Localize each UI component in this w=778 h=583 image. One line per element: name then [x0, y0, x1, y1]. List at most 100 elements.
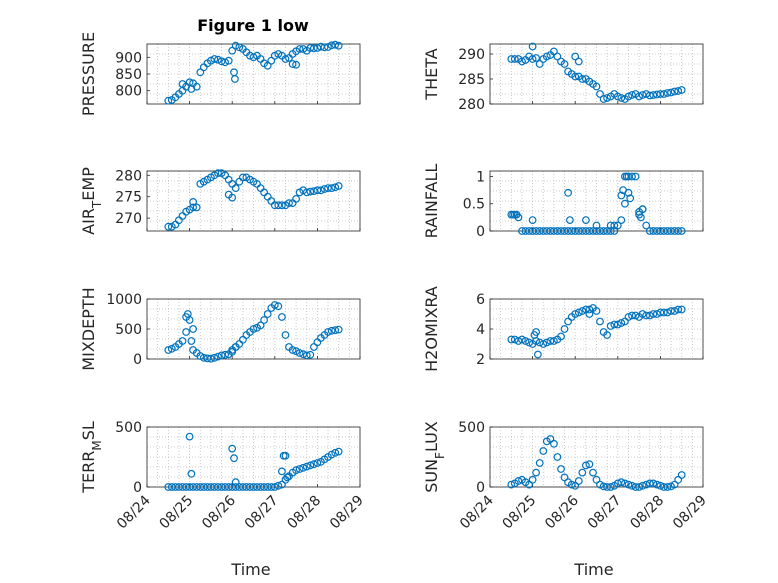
- data-point: [281, 451, 290, 460]
- data-point: [164, 346, 173, 354]
- data-point: [510, 55, 519, 63]
- data-point: [292, 60, 301, 69]
- x-tick-label: 08/24: [457, 492, 497, 532]
- data-point: [592, 221, 601, 230]
- data-point: [231, 478, 240, 487]
- data-point: [274, 481, 283, 490]
- data-point: [174, 483, 183, 491]
- data-point: [553, 52, 562, 61]
- data-point: [677, 305, 686, 314]
- data-point: [621, 199, 629, 208]
- data-point: [596, 317, 604, 326]
- x-tick-label: 08/28: [284, 493, 324, 533]
- data-point: [231, 343, 240, 351]
- x-tick-label: 08/27: [585, 493, 625, 533]
- data-point: [221, 350, 230, 359]
- x-axis-label-left: Time: [230, 560, 270, 579]
- x-tick-label: 08/25: [500, 493, 540, 533]
- subplot-3: 270 275 280 AIRTEMP: [79, 167, 361, 235]
- data-point: [230, 454, 238, 463]
- data-point: [578, 307, 587, 315]
- y-tick-label: 0: [133, 480, 142, 496]
- x-tick-label: 08/26: [199, 492, 239, 532]
- data-point: [550, 439, 558, 448]
- data-point: [210, 483, 219, 491]
- data-point: [656, 90, 665, 98]
- data-point: [653, 310, 661, 318]
- data-point: [263, 61, 272, 70]
- data-point: [256, 321, 265, 330]
- data-point: [310, 460, 318, 469]
- subplot-6: 2 4 6 H2OMIXRA: [422, 286, 704, 372]
- data-point: [674, 87, 683, 95]
- data-point: [645, 311, 654, 320]
- data-point: [288, 60, 297, 68]
- data-point: [677, 471, 686, 479]
- data-point: [320, 185, 329, 193]
- data-series: [507, 435, 686, 491]
- data-point: [613, 320, 622, 329]
- data-point: [546, 337, 555, 345]
- data-point: [270, 301, 279, 309]
- data-point: [228, 444, 237, 453]
- y-tick-label: 500: [115, 420, 142, 436]
- data-point: [635, 483, 643, 491]
- data-point: [660, 308, 668, 317]
- data-point: [638, 205, 647, 214]
- data-point: [606, 322, 615, 330]
- data-point: [635, 92, 643, 101]
- data-point: [582, 216, 590, 225]
- y-tick-label: 290: [458, 47, 485, 63]
- y-axis-label: SUNFLUX: [422, 421, 447, 493]
- data-point: [571, 72, 580, 81]
- data-point: [642, 311, 651, 320]
- data-point: [235, 43, 244, 52]
- data-point: [281, 55, 290, 63]
- data-point: [334, 41, 343, 50]
- data-point: [528, 42, 537, 51]
- data-point: [596, 90, 604, 98]
- data-point: [677, 227, 686, 235]
- data-point: [606, 227, 615, 235]
- data-point: [621, 479, 629, 488]
- axes-box: [146, 170, 361, 232]
- data-point: [667, 307, 675, 315]
- y-tick-label: 0: [476, 480, 485, 496]
- data-point: [535, 459, 544, 467]
- data-point: [663, 308, 672, 317]
- data-point: [624, 92, 633, 101]
- data-point: [532, 328, 540, 336]
- data-point: [178, 337, 187, 345]
- data-point: [539, 340, 548, 348]
- data-point: [178, 80, 187, 88]
- data-point: [670, 87, 679, 96]
- data-point: [521, 337, 530, 345]
- data-point: [578, 75, 587, 83]
- data-point: [592, 307, 601, 315]
- data-point: [649, 310, 658, 318]
- data-point: [617, 478, 626, 487]
- data-point: [217, 351, 226, 360]
- data-point: [210, 55, 219, 63]
- y-tick-label: 2: [476, 352, 485, 368]
- data-point: [610, 221, 619, 230]
- data-point: [334, 447, 343, 456]
- data-point: [313, 186, 322, 195]
- data-point: [164, 222, 173, 231]
- data-point: [585, 460, 594, 469]
- data-point: [306, 187, 315, 196]
- y-axis-label: MIXDEPTH: [79, 287, 98, 370]
- data-point: [327, 184, 336, 193]
- data-point: [624, 313, 633, 321]
- data-point: [302, 188, 311, 197]
- subplot-5: 0 500 1000 MIXDEPTH: [79, 287, 361, 371]
- data-point: [578, 468, 587, 477]
- data-point: [278, 467, 286, 476]
- data-point: [189, 346, 198, 354]
- data-point: [606, 221, 615, 230]
- y-tick-label: 900: [115, 50, 142, 66]
- y-tick-label: 280: [115, 168, 142, 184]
- data-point: [299, 45, 308, 53]
- data-point: [509, 210, 517, 219]
